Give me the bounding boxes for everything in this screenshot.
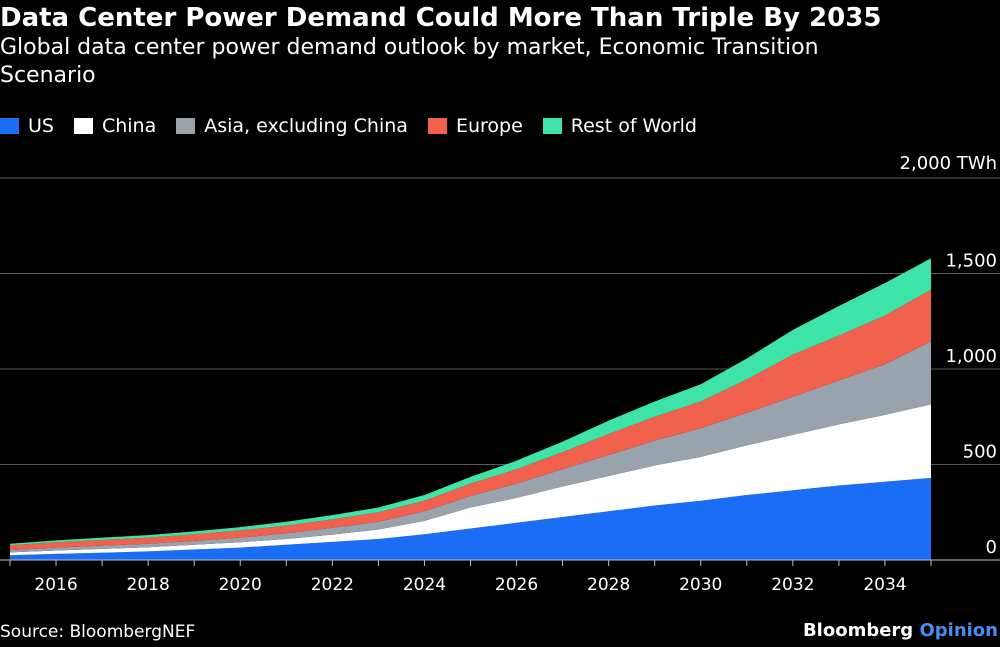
legend-item: China (73, 115, 157, 137)
x-tick-label: 2016 (34, 575, 77, 595)
x-tick-label: 2026 (495, 575, 538, 595)
legend-label: Rest of World (570, 115, 697, 137)
x-tick-label: 2022 (311, 575, 354, 595)
x-tick-label: 2020 (219, 575, 262, 595)
legend-swatch (73, 118, 93, 134)
legend-label: Asia, excluding China (204, 115, 408, 137)
brand-logo: Bloomberg Opinion (803, 620, 998, 641)
legend-item: US (0, 115, 54, 137)
legend: US China Asia, excluding China Europe Rest o… (0, 112, 717, 140)
legend-item: Rest of World (542, 115, 697, 137)
y-tick-label: 2,000 TWh (900, 153, 997, 174)
legend-swatch (427, 118, 447, 134)
y-tick-label: 1,000 (945, 346, 997, 367)
x-tick-label: 2024 (403, 575, 446, 595)
chart-title: Data Center Power Demand Could More Than… (0, 3, 882, 33)
y-tick-label: 500 (963, 442, 997, 463)
x-tick-label: 2028 (587, 575, 630, 595)
legend-label: US (28, 115, 54, 137)
legend-label: Europe (455, 115, 523, 137)
legend-item: Asia, excluding China (176, 115, 408, 137)
source-note: Source: BloombergNEF (0, 622, 196, 642)
legend-swatch (176, 118, 196, 134)
x-tick-label: 2034 (863, 575, 906, 595)
legend-label: China (101, 115, 157, 137)
area-series-us (10, 477, 931, 560)
brand-name: Bloomberg (802, 620, 914, 641)
x-tick-label: 2030 (679, 575, 722, 595)
legend-swatch (542, 118, 562, 134)
brand-suffix: Opinion (919, 620, 998, 641)
legend-item: Europe (427, 115, 523, 137)
y-tick-label: 0 (986, 537, 997, 558)
y-tick-label: 1,500 (945, 251, 997, 272)
chart-subtitle: Global data center power demand outlook … (0, 35, 819, 88)
x-tick-label: 2032 (771, 575, 814, 595)
area-series-china (10, 404, 931, 556)
legend-swatch (0, 118, 19, 134)
x-tick-label: 2018 (127, 575, 170, 595)
